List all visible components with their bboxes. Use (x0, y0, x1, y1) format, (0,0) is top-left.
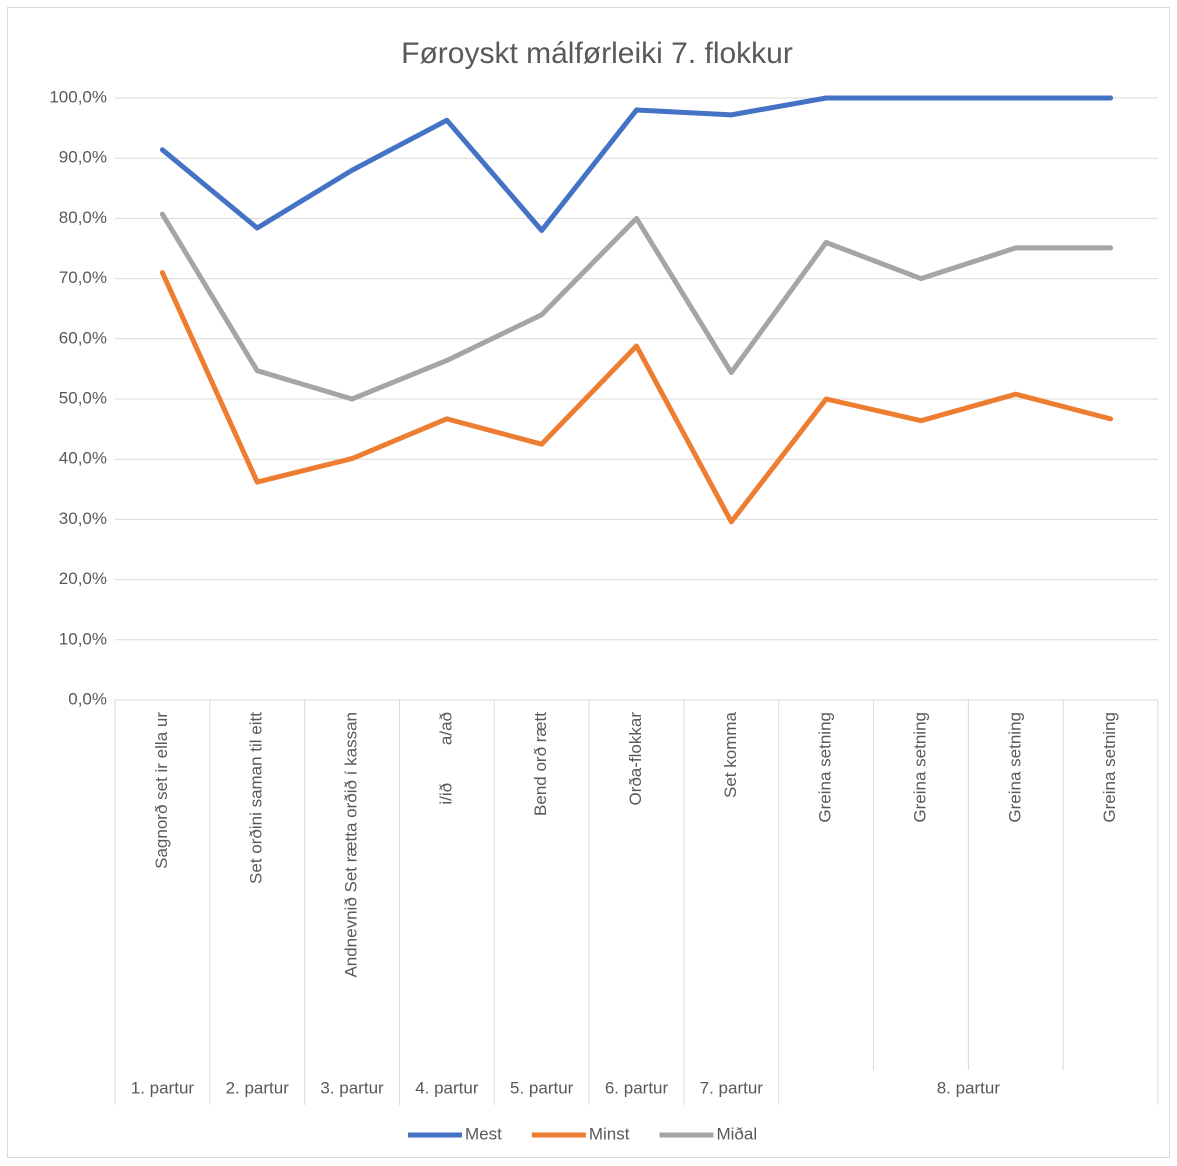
group-label: 2. partur (226, 1078, 290, 1097)
x-tick-label: Greina setning (816, 712, 835, 823)
y-tick-label: 60,0% (59, 328, 107, 347)
x-tick-label: Orða-flokkar (626, 712, 645, 806)
series-line (159, 95, 1114, 233)
y-tick-label: 20,0% (59, 569, 107, 588)
x-tick-label: Andnevnið Set rætta orðið í kassan (342, 712, 361, 978)
group-label: 8. partur (937, 1078, 1001, 1097)
chart-frame (7, 7, 1170, 1158)
x-tick-label: Greina setning (910, 712, 929, 823)
y-tick-label: 50,0% (59, 388, 107, 407)
x-tick-label: Set orðini saman til eitt (247, 712, 266, 884)
series-line (159, 270, 1114, 525)
x-tick-label: Bend orð rætt (531, 712, 550, 816)
x-tick-label: i/ið a/að (436, 712, 455, 805)
group-label: 3. partur (320, 1078, 384, 1097)
group-label: 7. partur (700, 1078, 764, 1097)
x-tick-label: Sagnorð set ir ella ur (152, 712, 171, 869)
legend-label: Miðal (716, 1124, 757, 1143)
y-tick-label: 30,0% (59, 509, 107, 528)
x-tick-label: Set komma (721, 711, 740, 798)
group-label: 6. partur (605, 1078, 669, 1097)
y-tick-label: 100,0% (49, 87, 107, 106)
y-tick-label: 40,0% (59, 449, 107, 468)
y-tick-label: 80,0% (59, 208, 107, 227)
group-label: 1. partur (131, 1078, 195, 1097)
legend-label: Mest (465, 1124, 502, 1143)
legend-label: Minst (589, 1124, 630, 1143)
x-tick-label: Greina setning (1005, 712, 1024, 823)
group-label: 5. partur (510, 1078, 574, 1097)
series-line (159, 211, 1114, 402)
y-tick-label: 10,0% (59, 629, 107, 648)
y-tick-label: 90,0% (59, 148, 107, 167)
chart-title: Føroyskt málførleiki 7. flokkur (401, 37, 793, 70)
group-label: 4. partur (415, 1078, 479, 1097)
y-tick-label: 70,0% (59, 268, 107, 287)
y-tick-label: 0,0% (68, 689, 107, 708)
x-tick-label: Greina setning (1100, 712, 1119, 823)
